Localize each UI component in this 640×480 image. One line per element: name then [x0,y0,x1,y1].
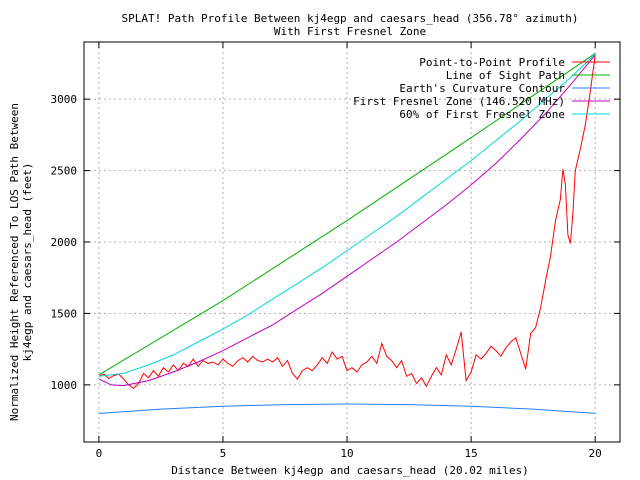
chart-title: SPLAT! Path Profile Between kj4egp and c… [122,12,579,25]
series-line-point-to-point-profile [98,54,596,390]
y-axis-label-line1: Normalized Height Referenced To LOS Path… [8,103,21,421]
legend-label-point-to-point-profile: Point-to-Point Profile [419,56,565,69]
y-tick-label: 1000 [51,379,78,392]
legend-label-first-fresnel-zone-146-520-mhz: First Fresnel Zone (146.520 MHz) [353,95,565,108]
y-tick-label: 2000 [51,236,78,249]
chart-subtitle: With First Fresnel Zone [274,25,426,38]
legend-label-line-of-sight-path: Line of Sight Path [446,69,565,82]
grid [84,42,620,442]
x-tick-label: 10 [340,447,353,460]
y-tick-label: 1500 [51,307,78,320]
legend-label-earth-s-curvature-contour: Earth's Curvature Contour [399,82,565,95]
x-tick-label: 5 [220,447,227,460]
y-axis-label-line2: kj4egp and caesars_head (feet) [21,163,34,362]
x-axis-label: Distance Between kj4egp and caesars_head… [171,464,529,477]
series-line-earth-s-curvature-contour [98,403,596,414]
series-lines [98,52,596,414]
x-tick-label: 0 [96,447,103,460]
series-line-line-of-sight-path [98,52,596,376]
series-line-60-of-first-fresnel-zone [98,53,596,377]
y-tick-label: 2500 [51,165,78,178]
x-tick-label: 15 [464,447,477,460]
y-tick-label: 3000 [51,93,78,106]
x-tick-label: 20 [589,447,602,460]
series-line-first-fresnel-zone-146-520-mhz [98,54,596,387]
legend-label-60-of-first-fresnel-zone: 60% of First Fresnel Zone [399,108,565,121]
axis-ticks: 0 5 10 15 20 1000 1500 2000 2500 3000 [51,42,620,460]
